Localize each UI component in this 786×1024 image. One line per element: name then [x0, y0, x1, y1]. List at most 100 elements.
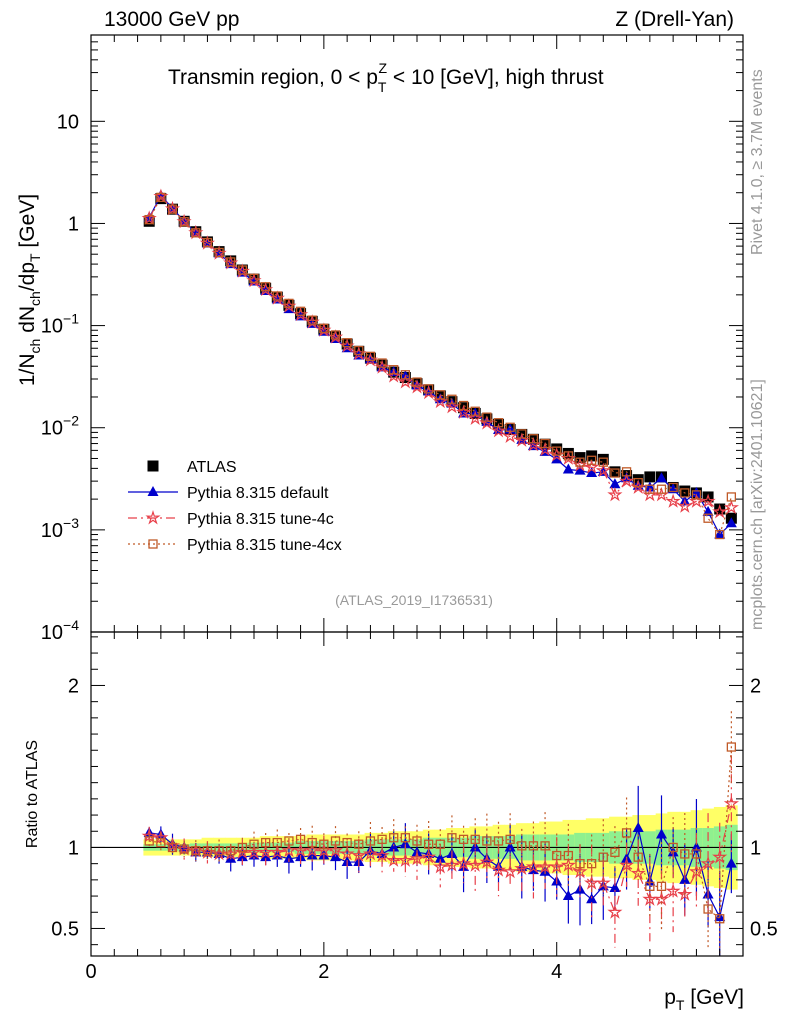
ratio-point: [653, 891, 670, 906]
title-pre: Transmin region, 0 < p: [168, 66, 378, 89]
ratio-ytick-label-left: 0.5: [51, 918, 79, 940]
ratio-point: [668, 842, 678, 853]
data-point: [514, 432, 530, 447]
data-point: [562, 463, 574, 474]
data-point: [644, 471, 656, 483]
data-point: [400, 370, 411, 380]
series-3: [144, 192, 737, 540]
ratio-point: [642, 891, 658, 906]
title-sup: Z: [378, 60, 387, 76]
data-point: [714, 503, 726, 515]
ratio-point: [598, 852, 608, 862]
legend-label: Pythia 8.315 tune-4c: [187, 511, 334, 528]
ratio-point: [447, 833, 457, 843]
data-point: [609, 466, 621, 478]
ratio-point: [621, 828, 632, 838]
ratio-point: [307, 837, 317, 848]
ratio-point: [412, 836, 422, 846]
data-point: [307, 315, 317, 325]
header-left: 13000 GeV pp: [104, 8, 239, 31]
data-point: [583, 459, 600, 474]
data-point: [598, 457, 608, 467]
data-point: [715, 529, 725, 540]
ratio-point: [490, 862, 507, 877]
data-point: [528, 434, 539, 444]
title-sub: T: [378, 79, 387, 95]
ratio-point: [400, 833, 411, 843]
xtick-label: 4: [551, 961, 562, 983]
ratio-point: [283, 852, 295, 863]
data-point: [726, 492, 737, 502]
ratio-point: [272, 837, 282, 848]
data-point: [156, 192, 166, 203]
data-point: [621, 467, 632, 477]
ytick-label: 1: [68, 213, 79, 235]
ratio-point: [514, 860, 530, 876]
ratio-point: [470, 834, 480, 845]
ratio-point: [237, 842, 248, 853]
ratio-point: [560, 857, 577, 872]
rivet-label: Rivet 4.1.0, ≥ 3.7M events: [749, 69, 766, 255]
data-point: [397, 374, 413, 389]
data-point: [330, 330, 341, 340]
data-point: [677, 498, 693, 513]
main-ylabel: 1/Nch dNch/dpT [GeV]: [16, 194, 43, 386]
data-point: [656, 484, 667, 494]
series-line-2: [148, 195, 732, 513]
ratio-point: [502, 863, 518, 879]
legend-marker: [145, 509, 161, 525]
mcplots-label: mcplots.cern.ch [arXiv:2401.10621]: [749, 379, 766, 630]
ratio-point: [726, 742, 737, 752]
ratio-series-2: [144, 711, 737, 956]
data-point: [595, 462, 611, 478]
data-point: [563, 451, 574, 461]
data-point: [645, 484, 655, 494]
data-point: [456, 404, 472, 419]
ratio-point: [141, 828, 157, 843]
data-point: [167, 204, 178, 214]
analysis-label: (ATLAS_2019_I1736531): [335, 592, 493, 608]
ratio-frame: [90, 631, 744, 957]
data-point: [423, 384, 434, 394]
ratio-line-2: [149, 746, 732, 920]
ratio-point: [260, 851, 272, 862]
legend-marker: [147, 486, 159, 496]
ratio-point: [703, 904, 713, 914]
data-point: [447, 394, 457, 404]
ratio-point: [715, 914, 725, 924]
xtick-label: 2: [318, 961, 329, 983]
data-point: [342, 338, 352, 348]
series-line-3: [148, 196, 732, 536]
data-point: [552, 446, 562, 456]
data-point: [226, 257, 236, 267]
ratio-point: [504, 841, 516, 852]
data-point: [551, 453, 563, 464]
ratio-point: [339, 845, 355, 861]
data-point: [377, 358, 387, 368]
data-point: [354, 345, 364, 356]
ratio-ytick-label-right: 2: [750, 675, 761, 697]
ratio-point: [191, 846, 201, 856]
data-point: [432, 393, 448, 409]
legend-label: Pythia 8.315 tune-4cx: [187, 537, 342, 554]
ratio-point: [246, 844, 262, 859]
ratio-point: [725, 857, 737, 868]
ytick-label: 10−4: [41, 617, 79, 644]
data-point: [723, 499, 740, 515]
data-point: [668, 482, 678, 493]
data-point: [712, 503, 728, 519]
ratio-point: [700, 855, 716, 871]
data-point: [389, 365, 399, 375]
ratio-point: [690, 841, 702, 852]
ratio-point: [214, 846, 224, 856]
data-point: [467, 410, 483, 426]
data-point: [249, 273, 259, 284]
ratio-point: [293, 842, 309, 858]
ratio-point: [365, 836, 376, 846]
ratio-point: [632, 822, 644, 833]
data-point: [458, 400, 469, 411]
ratio-point: [386, 852, 402, 867]
series-line-1: [148, 194, 732, 536]
ratio-point: [540, 841, 550, 851]
ratio-point: [226, 846, 236, 856]
